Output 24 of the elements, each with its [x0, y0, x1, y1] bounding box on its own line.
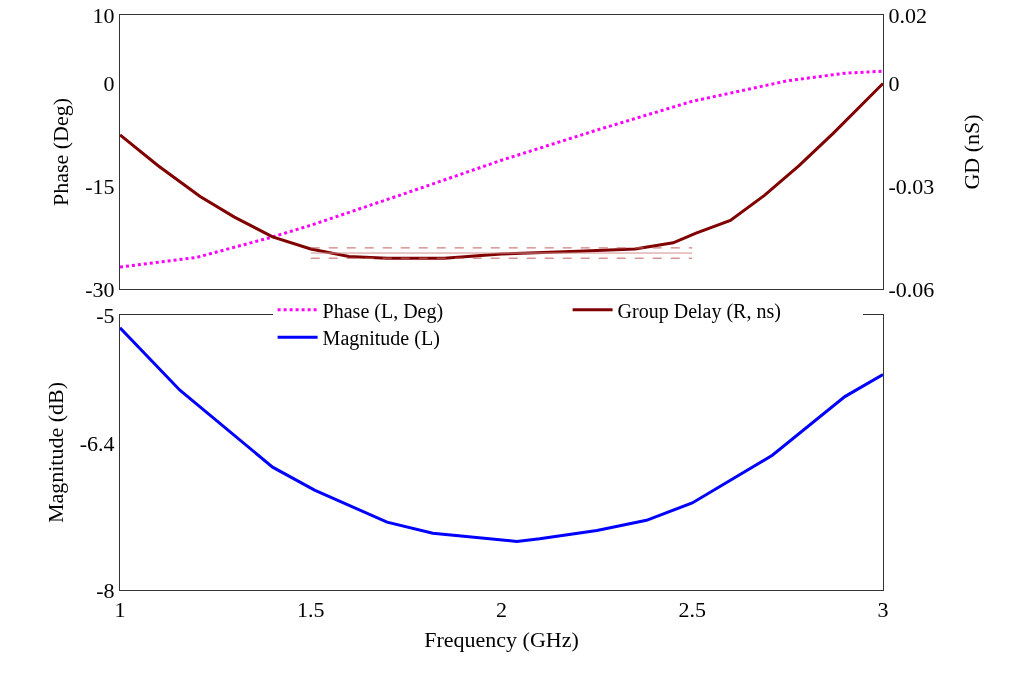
legend-label: Phase (L, Deg)	[322, 299, 444, 323]
y-tick-label: -8	[96, 577, 115, 603]
y2-tick-label: -0.06	[888, 276, 935, 302]
y-axis-title: Phase (Deg)	[48, 97, 74, 207]
x-tick-label: 2.5	[678, 597, 706, 623]
x-tick-label: 1.5	[297, 597, 325, 623]
y-axis-title: Magnitude (dB)	[42, 381, 68, 524]
y-tick-label: 0	[103, 71, 115, 97]
x-tick-label: 1	[114, 597, 126, 623]
y-tick-label: -5	[96, 302, 115, 328]
y2-tick-label: 0.02	[888, 2, 927, 28]
y-tick-label: 10	[92, 2, 115, 28]
legend-label: Magnitude (L)	[322, 327, 440, 351]
x-tick-label: 3	[877, 597, 889, 623]
y2-tick-label: -0.03	[888, 173, 935, 199]
y-tick-label: -6.4	[79, 431, 115, 457]
y2-tick-label: 0	[888, 71, 900, 97]
x-tick-label: 2	[496, 597, 507, 623]
x-axis-title: Frequency (GHz)	[424, 627, 579, 653]
y2-axis-title: GD (nS)	[959, 114, 985, 190]
line-series	[120, 326, 883, 543]
y-tick-label: -15	[85, 173, 115, 199]
y-tick-label: -30	[85, 276, 115, 302]
legend-label: Group Delay (R, ns)	[617, 299, 781, 323]
